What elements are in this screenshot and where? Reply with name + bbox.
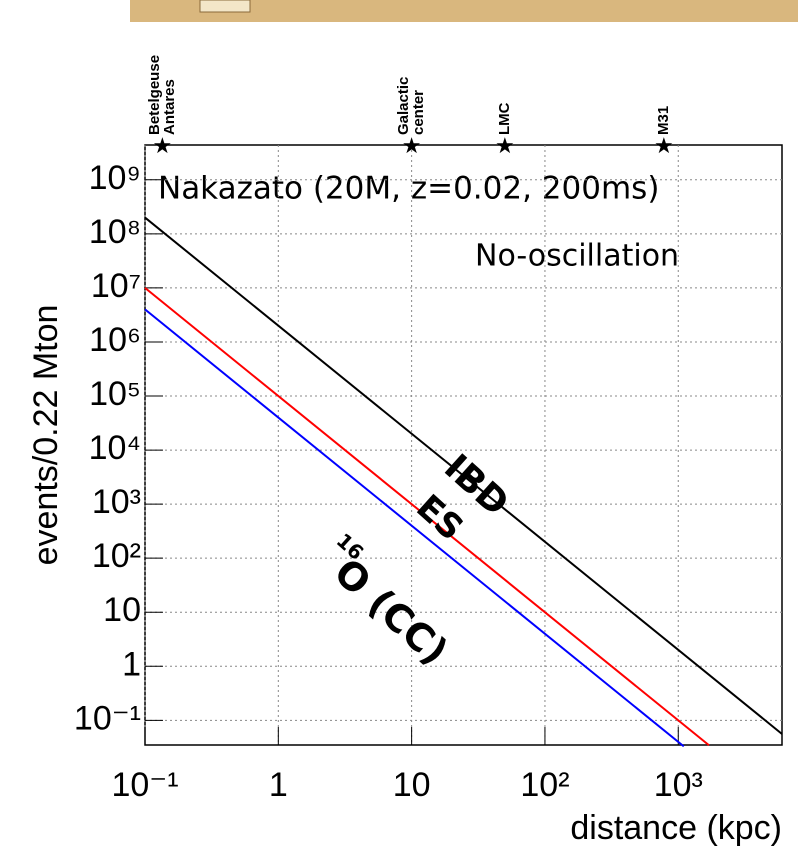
line — [144, 287, 710, 747]
x-tick-label: 1 — [269, 766, 288, 804]
y-axis-title: events/0.22 Mton — [27, 305, 65, 566]
y-tick-label: 10⁷ — [91, 267, 141, 305]
banner — [130, 0, 798, 22]
line — [144, 216, 783, 735]
marker-star: ★ — [153, 134, 173, 159]
annotation: No-oscillation — [475, 239, 679, 274]
x-tick-label: 10 — [393, 766, 431, 804]
y-tick-label: 10⁶ — [89, 321, 141, 359]
marker-label: Antares — [161, 79, 178, 135]
marker-label: Betelgeuse — [146, 55, 163, 135]
y-tick-label: 10 — [103, 591, 141, 629]
y-tick-label: 10³ — [92, 483, 141, 521]
marker-label: LMC — [496, 102, 513, 135]
series-label-text: O (CC) — [326, 550, 457, 674]
y-tick-label: 10⁸ — [89, 213, 141, 251]
marker-label: M31 — [655, 106, 672, 135]
y-tick-label: 10⁹ — [89, 159, 141, 197]
x-tick-label: 10³ — [654, 766, 703, 804]
x-tick-label: 10² — [520, 766, 569, 804]
y-tick-label: 10⁴ — [89, 429, 141, 467]
y-tick-label: 10⁻¹ — [74, 699, 141, 737]
banner-detail — [199, 0, 251, 13]
marker-star: ★ — [402, 134, 422, 159]
y-tick-label: 10² — [92, 537, 141, 575]
x-axis-title: distance (kpc) — [570, 809, 782, 847]
y-tick-label: 10⁵ — [89, 375, 141, 413]
plot-frame — [144, 144, 783, 746]
y-tick-label: 1 — [122, 645, 141, 683]
marker-label: center — [410, 90, 427, 135]
marker-label: Galactic — [395, 77, 412, 135]
marker-star: ★ — [654, 134, 674, 159]
line — [144, 308, 685, 748]
x-tick-label: 10⁻¹ — [111, 766, 178, 804]
annotation: Nakazato (20M, z=0.02, 200ms) — [158, 171, 659, 207]
marker-star: ★ — [495, 134, 515, 159]
